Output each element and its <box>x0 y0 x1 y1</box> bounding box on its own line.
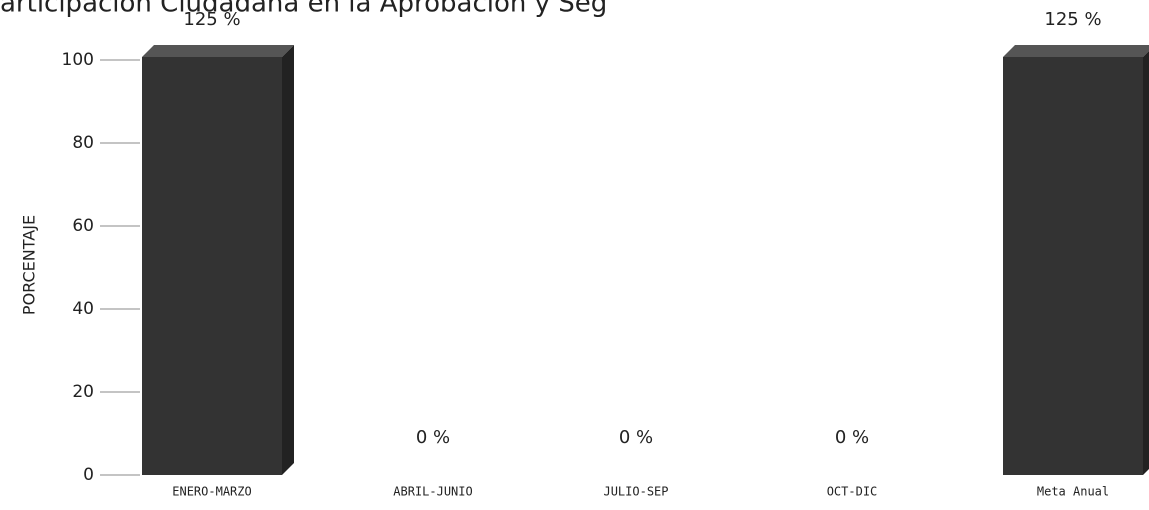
value-label: 125 % <box>1044 9 1101 30</box>
value-label: 0 % <box>835 427 869 448</box>
y-tick-label: 20 <box>72 382 94 402</box>
bar-top <box>142 45 294 57</box>
y-tick-label: 100 <box>62 50 94 70</box>
x-tick-label: Meta Anual <box>1037 485 1109 499</box>
chart-title: articipación Ciudadana en la Aprobación … <box>0 0 607 19</box>
y-tick-label: 0 <box>83 465 94 485</box>
y-tick-label: 60 <box>72 216 94 236</box>
value-label: 0 % <box>619 427 653 448</box>
x-tick-label: ABRIL-JUNIO <box>393 485 472 499</box>
bar-side <box>282 45 294 475</box>
x-tick-label: JULIO-SEP <box>603 485 668 499</box>
y-axis-label: PORCENTAJE <box>20 215 39 315</box>
value-label: 125 % <box>183 9 240 30</box>
bar-front <box>142 57 282 475</box>
bar <box>1003 45 1149 475</box>
y-tick-label: 80 <box>72 133 94 153</box>
value-label: 0 % <box>416 427 450 448</box>
x-tick-label: OCT-DIC <box>827 485 878 499</box>
bar-top <box>1003 45 1149 57</box>
y-tick-label: 40 <box>72 299 94 319</box>
bar-front <box>1003 57 1143 475</box>
bar <box>142 45 294 475</box>
bar-side <box>1143 51 1149 475</box>
x-tick-label: ENERO-MARZO <box>172 485 251 499</box>
